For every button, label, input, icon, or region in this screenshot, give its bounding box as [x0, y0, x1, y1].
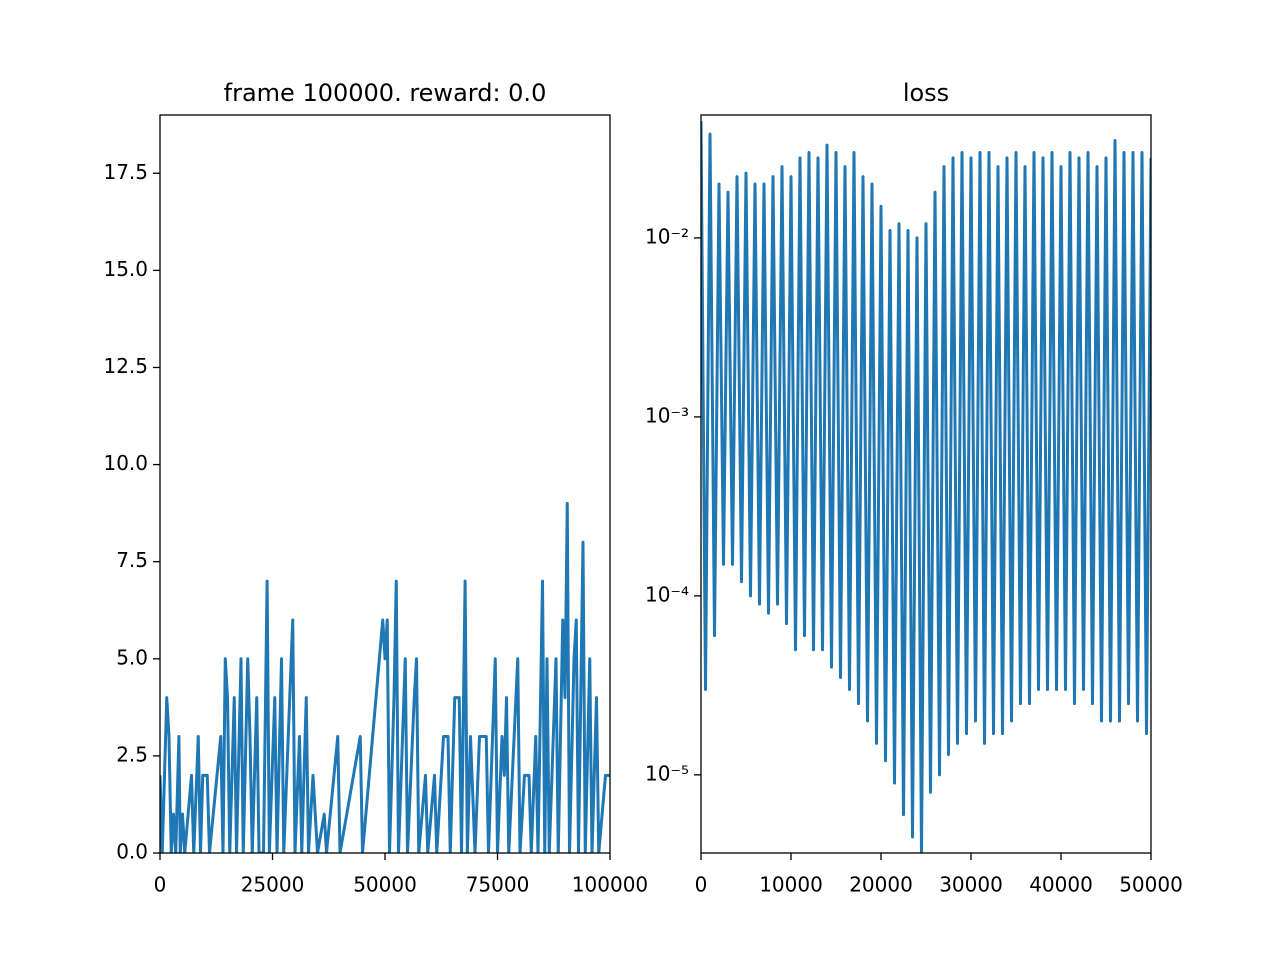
chart-title: frame 100000. reward: 0.0	[224, 79, 547, 107]
y-tick-label: 10.0	[103, 451, 148, 475]
y-tick-label: 12.5	[103, 354, 148, 378]
data-line	[701, 120, 1151, 853]
y-tick-label: 0.0	[116, 840, 148, 864]
y-tick-label: 10⁻⁴	[645, 582, 689, 606]
y-tick-label: 15.0	[103, 257, 148, 281]
y-tick-label: 17.5	[103, 160, 148, 184]
x-tick-label: 0	[695, 873, 708, 897]
chart-title: loss	[903, 79, 949, 107]
x-tick-label: 75000	[466, 873, 530, 897]
x-tick-label: 25000	[241, 873, 305, 897]
y-tick-label: 2.5	[116, 742, 148, 766]
y-tick-label: 5.0	[116, 645, 148, 669]
y-tick-label: 10⁻³	[645, 403, 689, 427]
data-line	[160, 501, 610, 853]
x-tick-label: 20000	[849, 873, 913, 897]
x-tick-label: 50000	[1119, 873, 1183, 897]
y-tick-label: 10⁻²	[645, 224, 689, 248]
x-tick-label: 40000	[1029, 873, 1093, 897]
y-tick-label: 10⁻⁵	[645, 761, 689, 785]
axes-frame	[700, 114, 1152, 854]
x-tick-label: 30000	[939, 873, 1003, 897]
y-tick-label: 7.5	[116, 548, 148, 572]
x-tick-label: 0	[154, 873, 167, 897]
x-tick-label: 50000	[353, 873, 417, 897]
x-tick-label: 100000	[572, 873, 648, 897]
x-tick-label: 10000	[759, 873, 823, 897]
